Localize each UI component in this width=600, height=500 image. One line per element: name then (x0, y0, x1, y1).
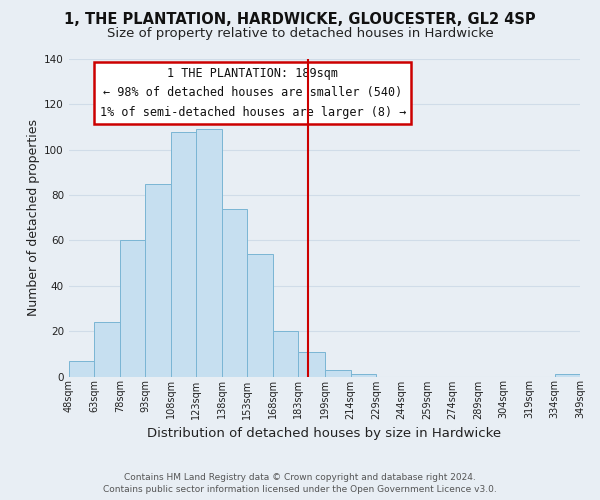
Text: 1, THE PLANTATION, HARDWICKE, GLOUCESTER, GL2 4SP: 1, THE PLANTATION, HARDWICKE, GLOUCESTER… (64, 12, 536, 28)
Bar (120, 240, 145, 376)
Bar (145, 184, 170, 376)
Y-axis label: Number of detached properties: Number of detached properties (27, 120, 40, 316)
Bar (351, 374, 376, 376)
Text: Size of property relative to detached houses in Hardwicke: Size of property relative to detached ho… (107, 28, 493, 40)
Bar (554, 374, 580, 376)
X-axis label: Distribution of detached houses by size in Hardwicke: Distribution of detached houses by size … (148, 427, 502, 440)
Bar (325, 370, 351, 376)
Bar (196, 130, 221, 376)
Bar (94, 322, 120, 376)
Text: Contains HM Land Registry data © Crown copyright and database right 2024.
Contai: Contains HM Land Registry data © Crown c… (103, 472, 497, 494)
Bar (247, 254, 272, 376)
Bar (221, 208, 247, 376)
Bar (272, 331, 298, 376)
Bar (298, 352, 325, 376)
Bar (170, 132, 196, 376)
Bar (69, 360, 94, 376)
Text: 1 THE PLANTATION: 189sqm
← 98% of detached houses are smaller (540)
1% of semi-d: 1 THE PLANTATION: 189sqm ← 98% of detach… (100, 67, 406, 119)
